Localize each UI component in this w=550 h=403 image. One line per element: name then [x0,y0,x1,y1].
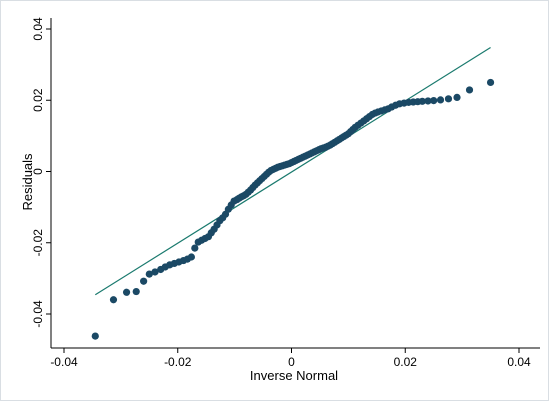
data-point [140,277,148,285]
x-tick-label: -0.02 [164,355,192,369]
data-point [187,253,195,261]
data-point [453,93,461,101]
y-tick-label: -0.02 [31,229,45,257]
data-point [151,268,159,276]
data-point [436,96,445,104]
x-tick-label: 0.04 [507,355,531,369]
y-axis-title: Residuals [20,153,35,211]
data-point [132,287,140,296]
data-point [486,78,495,87]
reference-line [94,47,491,296]
data-point [109,296,118,304]
data-point [465,86,474,94]
y-tick-label: 0.02 [31,88,45,112]
y-tick-label: 0 [31,168,45,175]
data-point [424,97,432,105]
data-point [191,244,199,252]
x-tick-label: 0.02 [394,355,418,369]
y-tick-label: 0.04 [31,17,45,41]
x-tick-label: 0 [288,355,295,369]
y-tick-label: -0.04 [31,300,45,328]
data-point [418,97,426,105]
x-axis-title: Inverse Normal [250,368,338,383]
data-point [430,97,438,105]
data-points [91,78,495,340]
data-point [145,270,153,278]
axes: -0.04 -0.02 0 0.02 0.04 -0.04 -0.02 0 0.02 0.04 [31,17,540,369]
data-point [122,288,131,296]
reference-line-layer [94,47,491,296]
data-point [444,95,453,103]
x-tick-label: -0.04 [50,355,78,369]
data-point [91,332,99,340]
